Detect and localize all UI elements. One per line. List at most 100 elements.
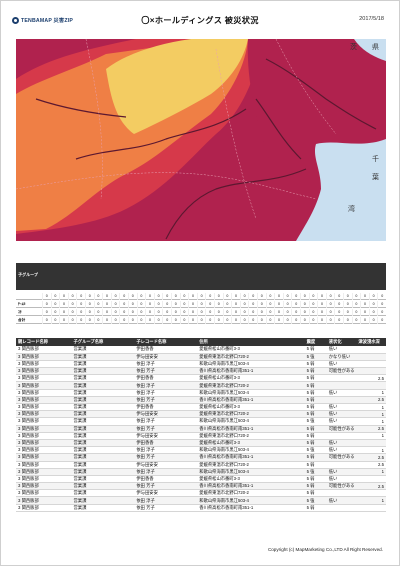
- table-cell: 5 弱: [304, 374, 327, 383]
- summary-cell: 0: [248, 301, 257, 308]
- summary-cell: 0: [119, 293, 128, 300]
- table-cell: 3 関西販部: [16, 504, 72, 512]
- table-cell: 3 関西販部: [16, 367, 72, 376]
- summary-cell: 0: [274, 309, 283, 316]
- summary-cell: 0: [42, 309, 51, 316]
- summary-cell: 0: [128, 317, 137, 324]
- table-cell: 3 関西販部: [16, 417, 72, 426]
- table-cell: 営業課: [71, 374, 135, 383]
- table-cell: 5 強: [304, 353, 327, 361]
- map-sea-tokyo-bay: [296, 139, 386, 241]
- map-label: 県: [372, 43, 379, 51]
- table-cell: 営業課: [71, 475, 135, 484]
- table-cell: 低い: [326, 410, 357, 419]
- summary-cell: 0: [308, 301, 318, 308]
- map-label: 湾: [348, 204, 355, 213]
- map-zone-yellow: [106, 39, 248, 134]
- summary-cell: 0: [196, 309, 206, 316]
- map-road: [16, 172, 317, 200]
- summary-cell: 0: [214, 293, 223, 300]
- table-cell: 愛媛県東温市北野口720-2: [197, 410, 305, 419]
- summary-cell: 0: [50, 309, 60, 316]
- summary-cell: 0: [265, 309, 275, 316]
- summary-cell: 0: [291, 293, 300, 300]
- summary-cell: 0: [171, 301, 180, 308]
- summary-cell: 0: [59, 309, 68, 316]
- summary-cell: 0: [128, 309, 137, 316]
- table-cell: 愛媛県東温市北野口720-2: [197, 489, 305, 498]
- table-cell: 低い: [326, 439, 357, 448]
- table-cell: 伊与田安安: [134, 410, 198, 419]
- table-cell: 3 関西販部: [16, 346, 72, 354]
- table-row: 3 関西販部 営業課 依田 芳子 香川県高松市香南町南351-1 5 弱可能性がある 2.…: [16, 482, 386, 491]
- summary-cell: 0: [128, 293, 137, 300]
- summary-cell: 0: [205, 309, 214, 316]
- table-cell: 営業課: [71, 482, 135, 491]
- map-river: [35, 98, 127, 118]
- detail-header-row: 親レコード名称 子グループ名称 子レコード名称 住所 震度 液状化 津波浸水深: [16, 338, 386, 346]
- table-cell: 低い: [326, 417, 357, 426]
- summary-cell: 0: [162, 309, 171, 316]
- table-cell: 3 関西販部: [16, 453, 72, 462]
- table-cell: 営業課: [71, 425, 135, 433]
- table-row: 3 関西販部 営業課 伊与田安安 愛媛県東温市北野口720-2 5 強かなり低い: [16, 353, 386, 361]
- table-cell: 愛媛県東温市北野口720-2: [197, 353, 305, 361]
- summary-cell: 0: [93, 301, 103, 308]
- summary-cell: 0: [59, 293, 68, 300]
- summary-cell: 0: [368, 301, 378, 308]
- table-cell: 営業課: [71, 461, 135, 469]
- summary-cell: 0: [205, 317, 214, 324]
- summary-cell: 0: [67, 301, 77, 308]
- hazard-map: 茨 県 千 葉 湾: [16, 39, 386, 241]
- table-cell: 1: [356, 403, 386, 412]
- summary-cell: 0: [59, 317, 68, 324]
- summary-cell: 0: [300, 293, 309, 300]
- summary-cell: 0: [110, 293, 120, 300]
- summary-cell: 0: [67, 317, 77, 324]
- summary-cell: 0: [317, 293, 326, 300]
- summary-cell: 0: [282, 293, 292, 300]
- summary-cell: 0: [222, 293, 232, 300]
- summary-cell: 0: [179, 309, 189, 316]
- table-cell: 3 関西販部: [16, 425, 72, 433]
- column-header: 液状化: [326, 338, 357, 346]
- summary-cell: 0: [351, 293, 361, 300]
- summary-cell: 0: [128, 301, 137, 308]
- map-river: [255, 98, 302, 160]
- summary-row-label: 合計: [18, 318, 26, 322]
- table-cell: 和歌山県海南市黒江503-4: [197, 389, 305, 397]
- table-cell: 1: [356, 446, 386, 455]
- table-cell: 3 関西販部: [16, 439, 72, 448]
- summary-cell: 0: [42, 301, 51, 308]
- table-cell: 低い: [326, 496, 357, 505]
- table-cell: 依田 淳子: [134, 446, 198, 455]
- map-road: [275, 39, 337, 135]
- summary-cell: 0: [308, 293, 318, 300]
- table-cell: 低い: [326, 360, 357, 369]
- table-row: 3 関西販部 営業課 伊田香香 愛媛県松山市番町3-3 5 弱低い 1: [16, 403, 386, 412]
- table-cell: [326, 374, 357, 383]
- table-cell: 2.5: [356, 453, 386, 462]
- table-cell: 2.5: [356, 461, 386, 469]
- summary-cell: 0: [239, 317, 249, 324]
- table-cell: 5 弱: [304, 346, 327, 354]
- table-cell: 香川県高松市香南町南351-1: [197, 367, 305, 376]
- summary-cell: 0: [308, 309, 318, 316]
- summary-cell: 0: [317, 309, 326, 316]
- summary-cell: 0: [239, 293, 249, 300]
- table-row: 3 関西販部 営業課 依田 淳子 和歌山県海南市黒江503-4 5 強低い 1: [16, 446, 386, 455]
- table-cell: 営業課: [71, 403, 135, 412]
- table-cell: 3 関西販部: [16, 396, 72, 405]
- table-cell: 3 関西販部: [16, 403, 72, 412]
- table-cell: 5 弱: [304, 410, 327, 419]
- summary-cell: 0: [291, 317, 300, 324]
- summary-cell: 0: [257, 309, 266, 316]
- table-cell: 5 弱: [304, 432, 327, 440]
- summary-header: 子グループ: [16, 263, 386, 290]
- summary-cell: 0: [222, 309, 232, 316]
- summary-cell: 0: [300, 301, 309, 308]
- table-cell: 3 関西販部: [16, 360, 72, 369]
- table-row: 3 関西販部 営業課 依田 淳子 愛媛県東温市北野口720-2 5 弱: [16, 381, 386, 390]
